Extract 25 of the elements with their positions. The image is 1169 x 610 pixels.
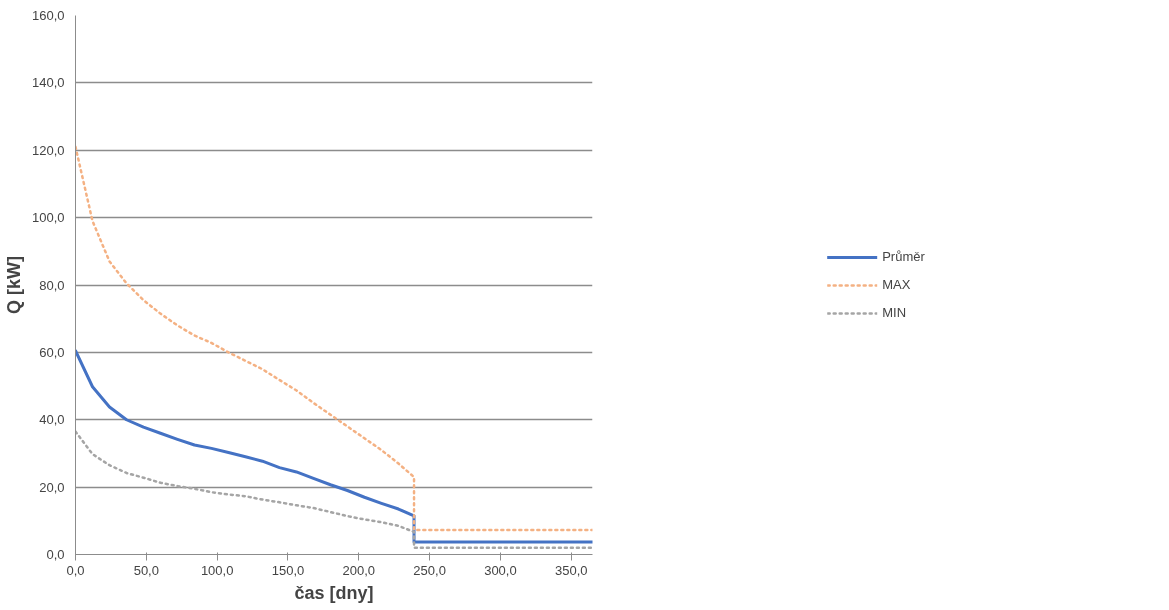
line-series [75,145,593,532]
y-tick-label: 80,0 [39,277,65,293]
y-tick-label: 160,0 [31,8,65,23]
line-series [75,430,593,550]
x-tick-label: 50,0 [133,562,159,578]
y-tick-label: 60,0 [39,344,65,360]
x-tick-label: 200,0 [342,562,376,578]
y-axis-title: Q [kW] [3,256,24,314]
x-tick-label: 300,0 [484,562,517,578]
y-tick-label: 100,0 [31,210,65,226]
y-tick-label: 20,0 [39,479,65,495]
x-tick-label: 0,0 [66,562,85,578]
x-tick-label: 350,0 [554,562,588,578]
y-tick-label: 40,0 [39,412,65,428]
y-tick-label: 140,0 [31,75,65,91]
x-tick-label: 150,0 [271,562,305,578]
legend-label: MIN [882,305,907,320]
x-axis-title: čas [dny] [294,582,374,603]
y-tick-label: 120,0 [31,142,65,158]
y-tick-label: 0,0 [46,547,65,562]
x-tick-label: 100,0 [200,562,234,578]
x-tick-label: 250,0 [413,562,446,578]
line-series [75,349,593,544]
legend-label: Průměr [882,249,925,264]
legend-label: MAX [882,277,911,292]
